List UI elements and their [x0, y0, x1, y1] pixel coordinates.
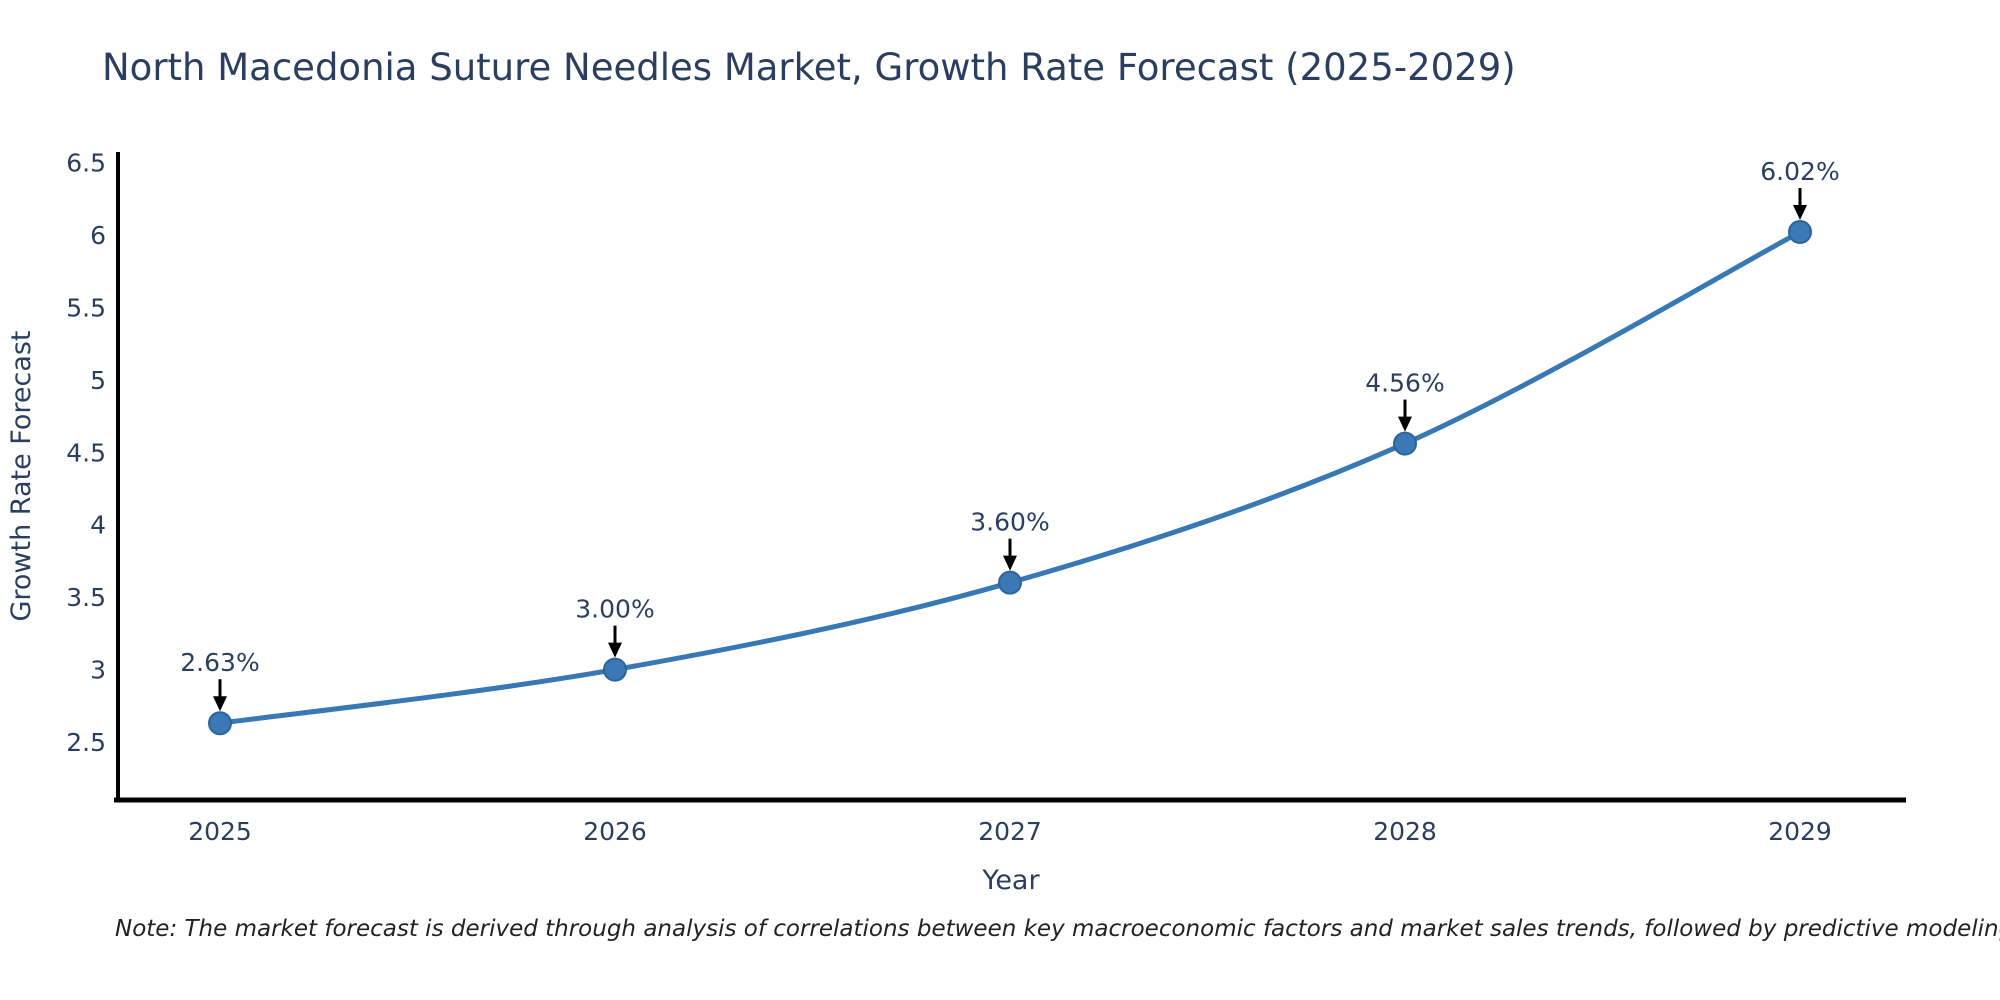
- y-axis-title: Growth Rate Forecast: [6, 330, 37, 621]
- x-tick-label: 2025: [188, 817, 252, 846]
- y-tick-label: 6.5: [66, 148, 106, 177]
- y-tick-label: 5: [90, 366, 106, 395]
- y-tick-label: 3: [90, 656, 106, 685]
- y-tick-label: 3.5: [66, 583, 106, 612]
- annotation-arrowhead: [1398, 416, 1412, 432]
- x-tick-label: 2028: [1373, 817, 1437, 846]
- data-point: [603, 657, 627, 682]
- y-tick-label: 6: [90, 221, 106, 250]
- chart-title: North Macedonia Suture Needles Market, G…: [102, 46, 1516, 89]
- x-tick-label: 2026: [583, 817, 647, 846]
- trend-line: [217, 229, 1803, 726]
- x-tick-label: 2029: [1768, 817, 1832, 846]
- data-point: [1788, 220, 1812, 245]
- x-axis-title: Year: [981, 865, 1040, 896]
- y-tick-label: 4: [90, 511, 106, 540]
- annotation-arrowhead: [608, 642, 622, 658]
- footnote: Note: The market forecast is derived thr…: [115, 916, 2000, 942]
- data-point: [1393, 431, 1417, 456]
- point-value-label: 6.02%: [1760, 157, 1839, 186]
- y-tick-label: 5.5: [66, 293, 106, 322]
- data-point: [208, 711, 232, 736]
- annotation-arrowhead: [1793, 205, 1807, 221]
- y-tick-label: 2.5: [66, 728, 106, 757]
- point-value-label: 2.63%: [180, 648, 259, 677]
- point-value-label: 4.56%: [1365, 369, 1444, 398]
- point-value-label: 3.00%: [575, 595, 654, 624]
- annotation-arrowhead: [213, 696, 227, 712]
- y-tick-label: 4.5: [66, 438, 106, 467]
- x-tick-label: 2027: [978, 817, 1042, 846]
- point-value-label: 3.60%: [970, 508, 1049, 537]
- annotation-arrowhead: [1003, 555, 1017, 571]
- data-point: [998, 570, 1022, 595]
